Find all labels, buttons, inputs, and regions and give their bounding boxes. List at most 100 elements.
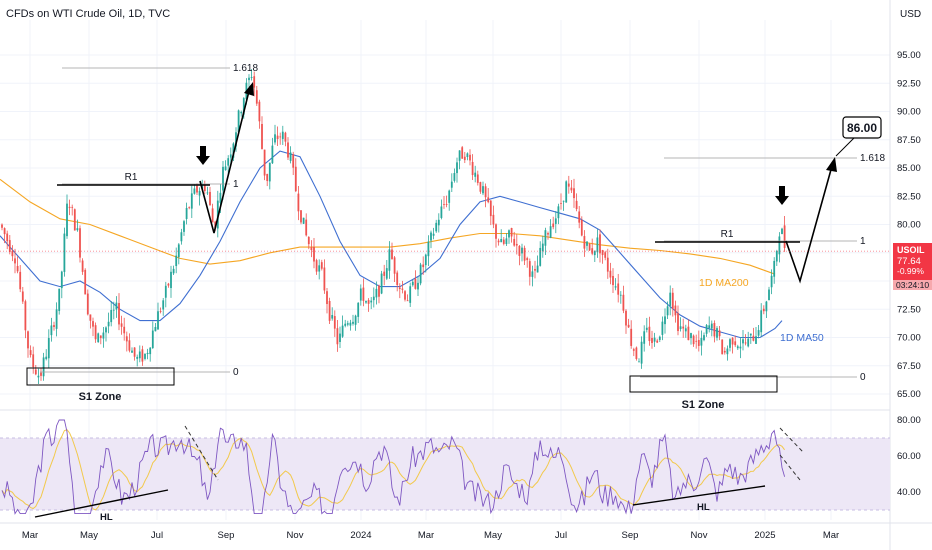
candle-body [235, 132, 237, 147]
candle-body [341, 325, 344, 337]
candle-body [404, 291, 406, 300]
rsi-line [1, 419, 786, 515]
candle-body [695, 340, 698, 342]
ma200-line [0, 178, 776, 275]
candle-body [292, 154, 295, 168]
candle-body [411, 281, 414, 286]
candle-body [92, 321, 94, 327]
candle-body [567, 183, 570, 187]
candle-body [427, 241, 430, 257]
ma200-label: 1D MA200 [699, 277, 749, 289]
candle-body [606, 257, 609, 272]
candle-body [27, 331, 29, 349]
candle-body [539, 247, 542, 266]
candle-body [541, 243, 544, 252]
candle-body [617, 283, 620, 295]
candle-body [89, 314, 92, 321]
candle-body [170, 271, 172, 289]
candle-body [599, 234, 601, 254]
candle-body [703, 335, 705, 341]
candle-body [658, 336, 661, 340]
candle-body [762, 308, 765, 312]
candle-body [757, 330, 760, 336]
candle-body [479, 182, 482, 192]
candle-body [1, 224, 3, 228]
currency-label[interactable]: USD [900, 9, 922, 20]
candle-body [263, 149, 266, 176]
y-tick-label: 85.00 [897, 163, 921, 174]
candle-body [424, 254, 427, 266]
candle-body [687, 326, 690, 341]
candle-body [11, 250, 14, 257]
candle-body [528, 261, 531, 277]
fib-1618-right-label: 1.618 [860, 153, 885, 164]
projection-right [785, 165, 833, 284]
candle-body [29, 350, 32, 356]
candle-body [596, 237, 599, 253]
candle-body [721, 339, 724, 355]
candle-body [765, 301, 768, 312]
candle-body [513, 238, 516, 246]
candle-body [710, 323, 713, 329]
candle-body [84, 269, 87, 295]
candle-body [671, 292, 674, 309]
candle-body [53, 325, 55, 327]
candle-body [609, 270, 612, 278]
candle-body [177, 244, 180, 258]
candle-body [310, 247, 313, 251]
candle-body [315, 260, 318, 272]
candle-body [492, 214, 495, 225]
candle-body [653, 337, 656, 342]
candle-body [37, 375, 40, 378]
candle-body [635, 347, 638, 359]
candle-body [734, 341, 737, 346]
candle-body [276, 135, 279, 140]
rsi-tick-label: 80.00 [897, 415, 921, 426]
candle-body [242, 98, 245, 115]
candle-body [437, 219, 440, 226]
candle-body [523, 247, 526, 261]
candle-body [266, 173, 269, 182]
candle-body [573, 188, 575, 199]
candle-body [726, 348, 729, 355]
candle-body [482, 186, 484, 194]
candle-body [268, 162, 271, 182]
candle-body [209, 191, 211, 206]
candle-body [536, 265, 539, 273]
candle-body [565, 181, 568, 203]
y-tick-label: 70.00 [897, 333, 921, 344]
projection-left-head [244, 82, 254, 96]
candle-body [666, 306, 669, 316]
price-tag-price: 77.64 [897, 256, 921, 267]
candle-body [614, 286, 617, 288]
candle-body [549, 226, 552, 238]
candle-body [227, 158, 230, 166]
x-tick-label: Mar [418, 530, 434, 541]
countdown-tag [893, 280, 932, 290]
candle-body [352, 321, 354, 324]
candle-body [783, 225, 786, 248]
candle-body [305, 219, 308, 236]
candle-body [593, 250, 596, 256]
candle-body [677, 313, 679, 332]
candle-body [154, 326, 157, 332]
candle-body [440, 206, 443, 218]
candle-body [300, 210, 302, 223]
candle-body [619, 294, 622, 296]
candle-body [755, 336, 757, 344]
candle-body [552, 223, 555, 228]
candle-body [640, 341, 643, 364]
candle-body [391, 249, 393, 259]
fib-0-right-label: 0 [860, 372, 866, 383]
candle-body [198, 190, 201, 196]
candle-body [115, 302, 118, 310]
ma50-label: 1D MA50 [780, 332, 824, 344]
candle-body [445, 204, 448, 205]
candle-body [133, 347, 136, 357]
candle-body [222, 166, 224, 191]
candle-body [669, 292, 672, 306]
candle-body [167, 283, 170, 286]
s1-zone-left [26, 367, 175, 386]
candle-body [474, 172, 477, 177]
target-pointer [835, 135, 857, 157]
